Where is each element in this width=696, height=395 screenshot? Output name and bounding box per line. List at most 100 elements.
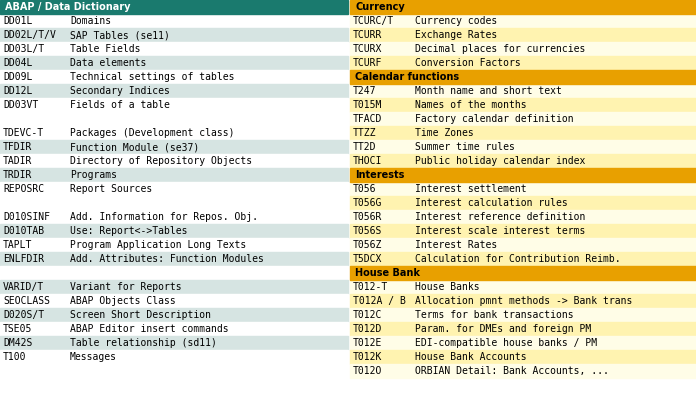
Text: Terms for bank transactions: Terms for bank transactions bbox=[415, 310, 574, 320]
Bar bbox=[350, 350, 696, 364]
Bar bbox=[350, 238, 696, 252]
Text: TAPLT: TAPLT bbox=[3, 240, 33, 250]
Bar bbox=[0, 154, 348, 168]
Text: T012A / B: T012A / B bbox=[353, 296, 406, 306]
Bar bbox=[350, 280, 696, 294]
Text: Directory of Repository Objects: Directory of Repository Objects bbox=[70, 156, 252, 166]
Text: Allocation pmnt methods -> Bank trans: Allocation pmnt methods -> Bank trans bbox=[415, 296, 633, 306]
Text: ENLFDIR: ENLFDIR bbox=[3, 254, 44, 264]
Text: Month name and short text: Month name and short text bbox=[415, 86, 562, 96]
Text: Data elements: Data elements bbox=[70, 58, 146, 68]
Text: T056: T056 bbox=[353, 184, 377, 194]
Bar bbox=[350, 154, 696, 168]
Text: Calculation for Contribution Reimb.: Calculation for Contribution Reimb. bbox=[415, 254, 621, 264]
Text: Calendar functions: Calendar functions bbox=[355, 72, 459, 82]
Bar bbox=[0, 112, 348, 126]
Text: SEOCLASS: SEOCLASS bbox=[3, 296, 50, 306]
Bar bbox=[350, 70, 696, 84]
Text: SAP Tables (se11): SAP Tables (se11) bbox=[70, 30, 170, 40]
Text: EDI-compatible house banks / PM: EDI-compatible house banks / PM bbox=[415, 338, 597, 348]
Bar bbox=[0, 336, 348, 350]
Text: TSE05: TSE05 bbox=[3, 324, 33, 334]
Bar bbox=[0, 56, 348, 70]
Text: TFACD: TFACD bbox=[353, 114, 382, 124]
Text: DD09L: DD09L bbox=[3, 72, 33, 82]
Bar bbox=[350, 84, 696, 98]
Text: Fields of a table: Fields of a table bbox=[70, 100, 170, 110]
Text: Variant for Reports: Variant for Reports bbox=[70, 282, 182, 292]
Bar bbox=[0, 266, 348, 280]
Bar bbox=[350, 210, 696, 224]
Text: Screen Short Description: Screen Short Description bbox=[70, 310, 211, 320]
Text: Public holiday calendar index: Public holiday calendar index bbox=[415, 156, 585, 166]
Bar bbox=[0, 322, 348, 336]
Bar bbox=[0, 84, 348, 98]
Text: Domains: Domains bbox=[70, 16, 111, 26]
Bar bbox=[350, 364, 696, 378]
Text: Interest scale interest terms: Interest scale interest terms bbox=[415, 226, 585, 236]
Text: Report Sources: Report Sources bbox=[70, 184, 152, 194]
Text: T012E: T012E bbox=[353, 338, 382, 348]
Bar bbox=[350, 14, 696, 28]
Bar bbox=[0, 252, 348, 266]
Bar bbox=[0, 14, 348, 28]
Bar bbox=[350, 294, 696, 308]
Text: Table relationship (sd11): Table relationship (sd11) bbox=[70, 338, 217, 348]
Text: T012-T: T012-T bbox=[353, 282, 388, 292]
Bar bbox=[350, 112, 696, 126]
Text: Interest calculation rules: Interest calculation rules bbox=[415, 198, 568, 208]
Text: Interest Rates: Interest Rates bbox=[415, 240, 497, 250]
Bar bbox=[0, 126, 348, 140]
Bar bbox=[0, 0, 348, 14]
Bar bbox=[350, 308, 696, 322]
Text: Technical settings of tables: Technical settings of tables bbox=[70, 72, 235, 82]
Text: REPOSRC: REPOSRC bbox=[3, 184, 44, 194]
Text: Decimal places for currencies: Decimal places for currencies bbox=[415, 44, 585, 54]
Text: ABAP Objects Class: ABAP Objects Class bbox=[70, 296, 176, 306]
Text: DD03VT: DD03VT bbox=[3, 100, 38, 110]
Text: ORBIAN Detail: Bank Accounts, ...: ORBIAN Detail: Bank Accounts, ... bbox=[415, 366, 609, 376]
Text: Add. Information for Repos. Obj.: Add. Information for Repos. Obj. bbox=[70, 212, 258, 222]
Text: Packages (Development class): Packages (Development class) bbox=[70, 128, 235, 138]
Text: Time Zones: Time Zones bbox=[415, 128, 474, 138]
Text: Programs: Programs bbox=[70, 170, 117, 180]
Bar bbox=[350, 196, 696, 210]
Text: D010TAB: D010TAB bbox=[3, 226, 44, 236]
Bar bbox=[0, 224, 348, 238]
Text: Interest reference definition: Interest reference definition bbox=[415, 212, 585, 222]
Text: T056R: T056R bbox=[353, 212, 382, 222]
Text: TADIR: TADIR bbox=[3, 156, 33, 166]
Bar bbox=[350, 322, 696, 336]
Bar bbox=[350, 252, 696, 266]
Bar bbox=[350, 56, 696, 70]
Text: T012O: T012O bbox=[353, 366, 382, 376]
Text: Interests: Interests bbox=[355, 170, 404, 180]
Text: DM42S: DM42S bbox=[3, 338, 33, 348]
Bar bbox=[350, 28, 696, 42]
Text: House Bank Accounts: House Bank Accounts bbox=[415, 352, 527, 362]
Bar bbox=[0, 238, 348, 252]
Text: T247: T247 bbox=[353, 86, 377, 96]
Bar bbox=[0, 308, 348, 322]
Text: Messages: Messages bbox=[70, 352, 117, 362]
Bar bbox=[350, 126, 696, 140]
Text: TFDIR: TFDIR bbox=[3, 142, 33, 152]
Text: THOCI: THOCI bbox=[353, 156, 382, 166]
Bar bbox=[0, 182, 348, 196]
Text: Add. Attributes: Function Modules: Add. Attributes: Function Modules bbox=[70, 254, 264, 264]
Bar bbox=[0, 350, 348, 364]
Text: Names of the months: Names of the months bbox=[415, 100, 527, 110]
Text: ABAP Editor insert commands: ABAP Editor insert commands bbox=[70, 324, 228, 334]
Text: Secondary Indices: Secondary Indices bbox=[70, 86, 170, 96]
Text: TCURC/T: TCURC/T bbox=[353, 16, 394, 26]
Text: DD04L: DD04L bbox=[3, 58, 33, 68]
Bar bbox=[350, 266, 696, 280]
Bar bbox=[0, 294, 348, 308]
Text: T012D: T012D bbox=[353, 324, 382, 334]
Bar bbox=[350, 98, 696, 112]
Text: Use: Report<->Tables: Use: Report<->Tables bbox=[70, 226, 187, 236]
Text: House Banks: House Banks bbox=[415, 282, 480, 292]
Text: DD12L: DD12L bbox=[3, 86, 33, 96]
Text: Conversion Factors: Conversion Factors bbox=[415, 58, 521, 68]
Text: Summer time rules: Summer time rules bbox=[415, 142, 515, 152]
